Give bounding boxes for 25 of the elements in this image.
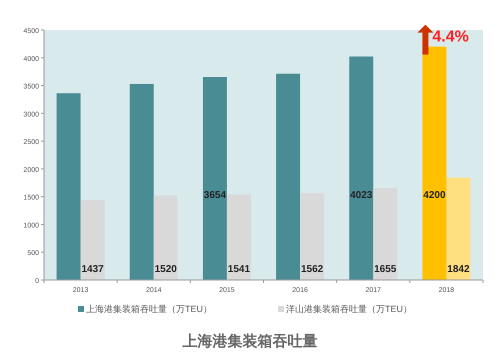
data-label: 4023 (350, 190, 373, 201)
data-label: 1541 (228, 264, 250, 275)
data-label: 1655 (374, 264, 397, 275)
bar (130, 84, 154, 280)
bar (373, 188, 398, 280)
data-label: 3654 (204, 190, 226, 201)
bar (446, 178, 470, 280)
bar (154, 196, 178, 280)
legend-label: 洋山港集装箱吞吐量（万TEU） (286, 304, 412, 314)
bar (276, 74, 300, 280)
bar (80, 200, 105, 280)
data-label: 1562 (300, 264, 324, 275)
bar (349, 56, 374, 280)
bar (226, 194, 251, 280)
bar (56, 93, 81, 280)
data-label: 1842 (447, 264, 470, 275)
bar (422, 46, 446, 280)
data-label: 4200 (423, 190, 446, 201)
legend-label: 上海港集装箱吞吐量（万TEU） (86, 304, 212, 314)
data-label: 1520 (154, 264, 178, 275)
bar (202, 77, 227, 280)
bar (300, 193, 324, 280)
annotation: 4.4% (432, 28, 469, 46)
data-label: 1437 (81, 264, 104, 275)
text: 上海港集装箱吞吐量 (182, 333, 318, 350)
